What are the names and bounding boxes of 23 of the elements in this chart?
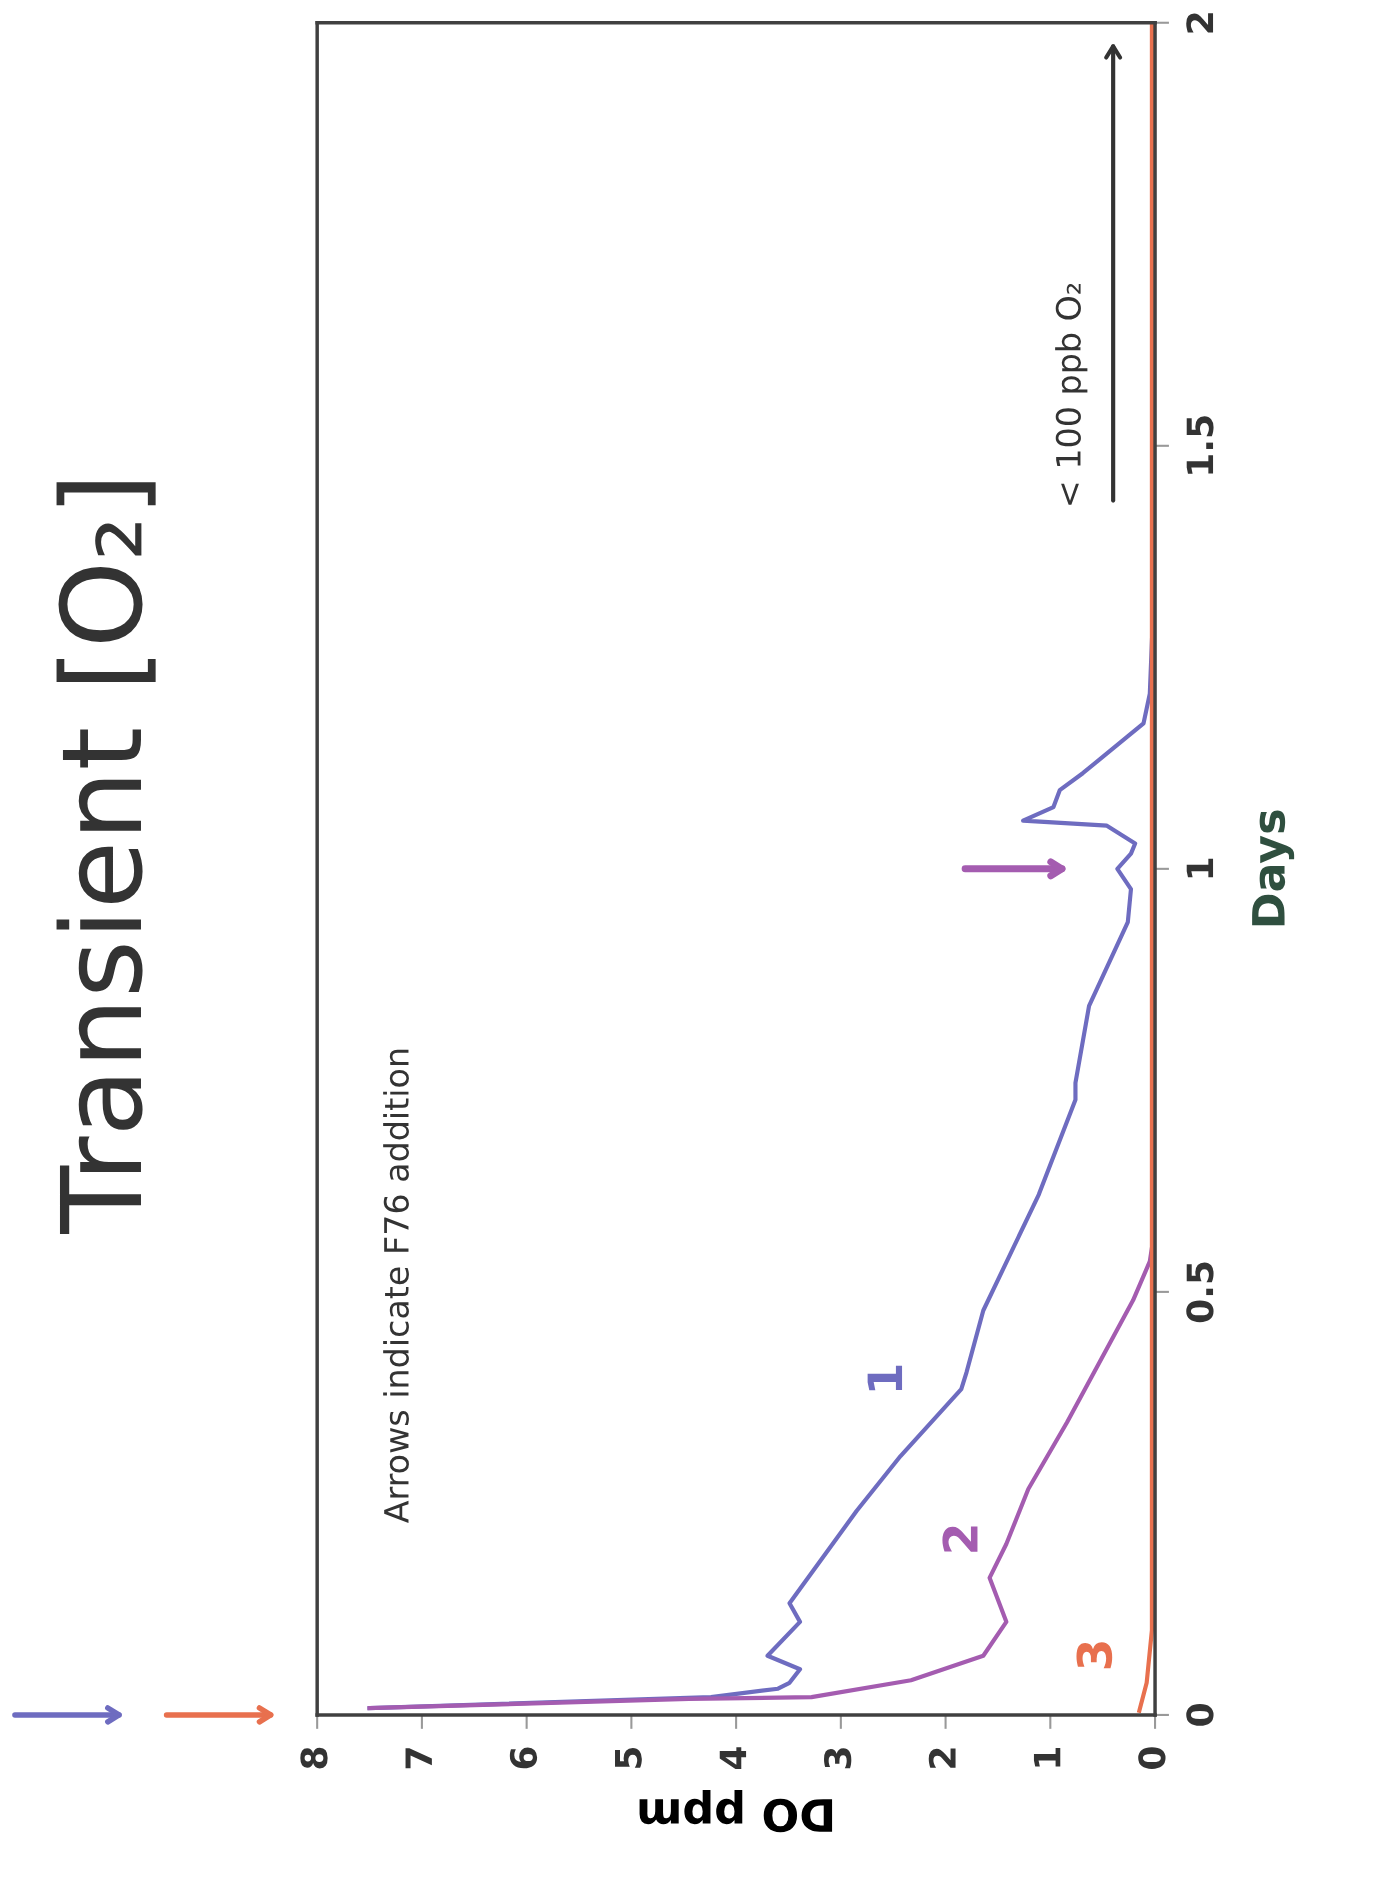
x-axis-title: DO ppm — [639, 1790, 833, 1833]
annotation: Arrows indicate F76 addition — [383, 1049, 409, 1523]
y-tick-label: 0.5 — [1186, 1262, 1214, 1323]
x-tick-label: 4 — [719, 1747, 747, 1769]
line-series — [1137, 22, 1154, 1713]
y-tick-label: 1.5 — [1186, 416, 1214, 474]
y-tick-label: 2 — [1186, 13, 1214, 33]
x-tick-label: 5 — [615, 1748, 642, 1768]
annotation: 1 — [867, 1365, 903, 1391]
x-tick-label: 1 — [1033, 1747, 1061, 1767]
y-tick-label: 1 — [1186, 858, 1214, 878]
x-tick-label: 8 — [300, 1747, 328, 1769]
annotation: < 100 ppb O₂ — [1055, 283, 1088, 505]
x-tick-label: 7 — [405, 1748, 432, 1769]
x-tick-label: 3 — [824, 1748, 852, 1769]
y-tick-label: 0 — [1186, 1704, 1214, 1726]
y-axis-title: Days — [1252, 810, 1295, 926]
text: Transient [O₂] — [56, 482, 156, 1234]
x-tick-label: 6 — [509, 1747, 538, 1769]
annotation: 3 — [1076, 1642, 1113, 1669]
x-tick-label: 2 — [928, 1748, 956, 1768]
x-tick-label: 0 — [1138, 1747, 1166, 1769]
annotation: 2 — [942, 1526, 978, 1552]
